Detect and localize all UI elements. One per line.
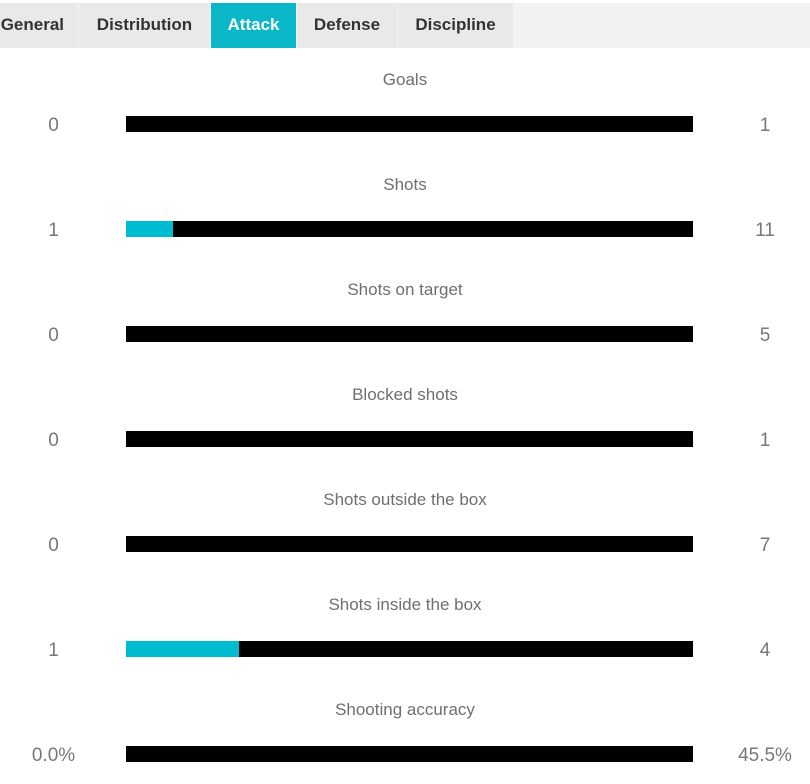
stat-row-blocked-shots: Blocked shots 0 1 (0, 385, 810, 490)
home-value: 1 (48, 220, 59, 241)
away-value: 45.5% (738, 745, 792, 766)
stat-row-shots-inside-box: Shots inside the box 1 4 (0, 595, 810, 700)
stat-row-shots-outside-box: Shots outside the box 0 7 (0, 490, 810, 595)
comparison-bar (126, 641, 693, 657)
stat-row-shooting-accuracy: Shooting accuracy 0.0% 45.5% (0, 700, 810, 784)
stat-label: Shots (383, 175, 427, 194)
stat-label: Blocked shots (352, 385, 458, 404)
stat-row-shots-on-target: Shots on target 0 5 (0, 280, 810, 385)
tab-defense[interactable]: Defense (297, 3, 397, 48)
comparison-bar (126, 536, 693, 552)
stat-row-goals: Goals 0 1 (0, 70, 810, 175)
away-value: 1 (759, 115, 771, 136)
comparison-bar (126, 326, 693, 342)
tab-general[interactable]: General (0, 3, 78, 48)
stat-label: Goals (382, 70, 428, 89)
home-value: 1 (48, 640, 59, 661)
stat-label: Shots inside the box (328, 595, 482, 614)
tab-attack[interactable]: Attack (211, 3, 296, 48)
stat-row-shots: Shots 1 11 (0, 175, 810, 280)
home-value: 0.0% (31, 745, 76, 766)
home-value: 0 (48, 325, 59, 346)
home-bar-fill (126, 221, 174, 237)
tab-distribution[interactable]: Distribution (79, 3, 210, 48)
home-value: 0 (48, 430, 59, 451)
comparison-bar (126, 221, 693, 237)
comparison-bar (126, 116, 693, 132)
stats-tab-bar: General Distribution Attack Defense Disc… (0, 3, 810, 48)
away-value: 4 (759, 640, 771, 661)
stat-label: Shots on target (347, 280, 463, 299)
away-value: 11 (755, 220, 775, 241)
home-value: 0 (48, 535, 59, 556)
stat-label: Shots outside the box (323, 490, 487, 509)
stat-label: Shooting accuracy (335, 700, 475, 719)
home-value: 0 (48, 115, 59, 136)
away-value: 1 (759, 430, 771, 451)
home-bar-fill (126, 641, 240, 657)
comparison-bar (126, 431, 693, 447)
tab-discipline[interactable]: Discipline (398, 3, 513, 48)
away-value: 5 (759, 325, 771, 346)
away-value: 7 (759, 535, 771, 556)
comparison-bar (126, 746, 693, 762)
